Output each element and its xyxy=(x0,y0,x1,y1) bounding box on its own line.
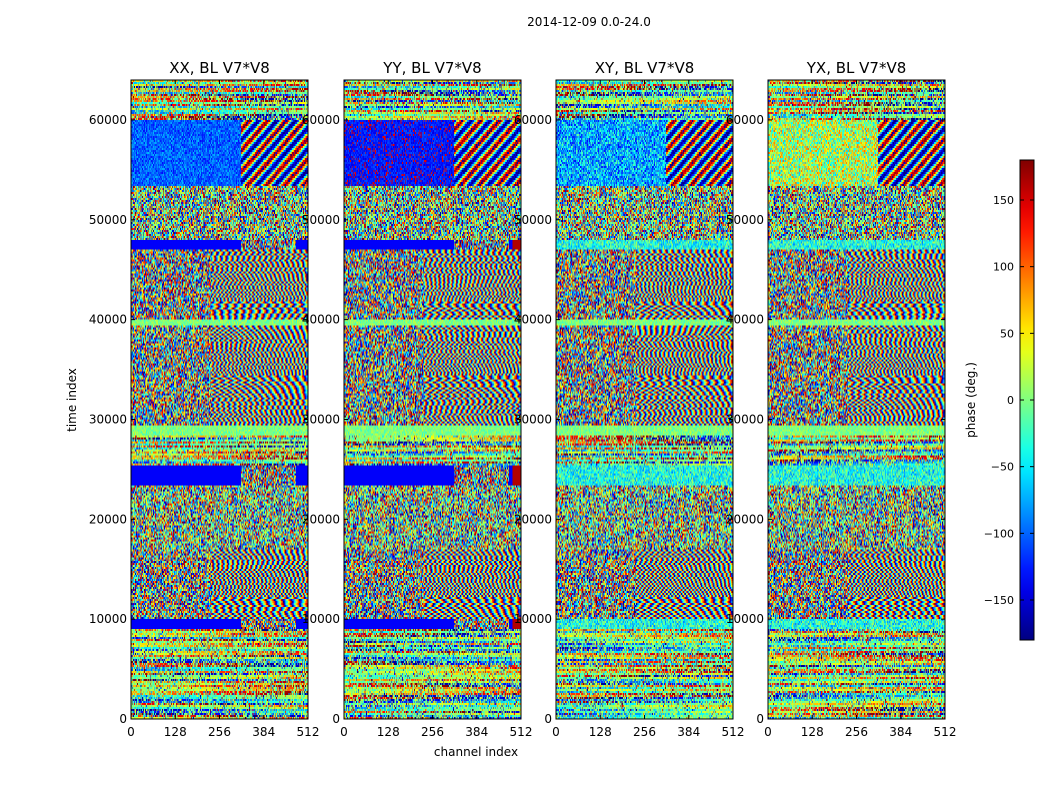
panel-yx: YX, BL V7*V8 0 128 256 384 512 0 10000 20000 3000… xyxy=(726,59,957,739)
x-tick-label: 384 xyxy=(889,725,912,739)
y-tick-label: 20000 xyxy=(89,512,127,526)
panel-xy: XY, BL V7*V8 0 128 256 384 512 0 10000 20000 3000… xyxy=(514,59,745,739)
y-tick-label: 40000 xyxy=(514,313,552,327)
x-tick-label: 128 xyxy=(377,725,400,739)
y-tick-label: 30000 xyxy=(302,412,340,426)
panel-xy-heatmap xyxy=(556,80,733,719)
y-axis-label: time index xyxy=(65,368,79,432)
y-tick-label: 10000 xyxy=(514,612,552,626)
y-tick-label: 60000 xyxy=(726,113,764,127)
y-tick-label: 10000 xyxy=(89,612,127,626)
x-tick-label: 512 xyxy=(934,725,957,739)
y-tick-label: 60000 xyxy=(302,113,340,127)
y-tick-label: 50000 xyxy=(302,213,340,227)
y-tick-label: 0 xyxy=(756,712,764,726)
y-tick-label: 20000 xyxy=(726,512,764,526)
colorbar-tick-label: 100 xyxy=(993,261,1014,274)
x-tick-label: 384 xyxy=(252,725,275,739)
panels-group: XX, BL V7*V8 0 128 256 384 512 0 10000 20000 3000… xyxy=(89,59,957,739)
panel-title: XY, BL V7*V8 xyxy=(595,59,695,77)
panel-title: XX, BL V7*V8 xyxy=(169,59,270,77)
x-tick-label: 384 xyxy=(465,725,488,739)
x-tick-label: 256 xyxy=(633,725,656,739)
y-tick-label: 30000 xyxy=(514,412,552,426)
x-tick-label: 512 xyxy=(722,725,745,739)
panel-xx-heatmap xyxy=(131,80,308,719)
colorbar-tick-label: −150 xyxy=(984,594,1014,607)
y-tick-label: 40000 xyxy=(726,313,764,327)
panel-yy-heatmap xyxy=(344,80,521,719)
y-tick-label: 60000 xyxy=(89,113,127,127)
panel-title: YY, BL V7*V8 xyxy=(382,59,481,77)
x-tick-label: 256 xyxy=(208,725,231,739)
x-tick-label: 256 xyxy=(845,725,868,739)
y-tick-label: 20000 xyxy=(302,512,340,526)
colorbar-tick-label: −50 xyxy=(991,461,1014,474)
y-tick-label: 0 xyxy=(332,712,340,726)
y-tick-label: 40000 xyxy=(302,313,340,327)
y-tick-label: 10000 xyxy=(726,612,764,626)
y-tick-label: 10000 xyxy=(302,612,340,626)
colorbar: 150 100 50 0 −50 −100 −150 phase (deg.) xyxy=(964,159,1035,641)
x-tick-label: 0 xyxy=(552,725,560,739)
panel-yx-heatmap xyxy=(768,80,945,719)
x-tick-label: 0 xyxy=(127,725,135,739)
y-tick-label: 50000 xyxy=(89,213,127,227)
x-tick-label: 128 xyxy=(589,725,612,739)
y-tick-label: 50000 xyxy=(514,213,552,227)
x-tick-label: 384 xyxy=(677,725,700,739)
x-tick-label: 0 xyxy=(340,725,348,739)
x-tick-label: 512 xyxy=(297,725,320,739)
colorbar-label: phase (deg.) xyxy=(964,362,978,438)
y-tick-label: 50000 xyxy=(726,213,764,227)
x-tick-label: 128 xyxy=(164,725,187,739)
x-tick-label: 128 xyxy=(801,725,824,739)
panel-title: YX, BL V7*V8 xyxy=(806,59,907,77)
x-axis-label: channel index xyxy=(434,745,518,759)
y-tick-label: 20000 xyxy=(514,512,552,526)
x-tick-label: 512 xyxy=(510,725,533,739)
y-tick-label: 30000 xyxy=(726,412,764,426)
colorbar-tick-label: 50 xyxy=(1000,327,1014,340)
figure-suptitle: 2014-12-09 0.0-24.0 xyxy=(527,15,651,29)
panel-yy: YY, BL V7*V8 0 128 256 384 512 0 10000 20000 3000… xyxy=(302,59,533,739)
y-tick-label: 40000 xyxy=(89,313,127,327)
y-tick-label: 0 xyxy=(544,712,552,726)
x-tick-label: 0 xyxy=(764,725,772,739)
y-tick-label: 0 xyxy=(119,712,127,726)
y-tick-label: 60000 xyxy=(514,113,552,127)
x-tick-label: 256 xyxy=(421,725,444,739)
panel-xx: XX, BL V7*V8 0 128 256 384 512 0 10000 20000 3000… xyxy=(89,59,320,739)
colorbar-tick-label: −100 xyxy=(984,527,1014,540)
colorbar-tick-label: 150 xyxy=(993,194,1014,207)
colorbar-tick-label: 0 xyxy=(1007,394,1014,407)
y-tick-label: 30000 xyxy=(89,412,127,426)
